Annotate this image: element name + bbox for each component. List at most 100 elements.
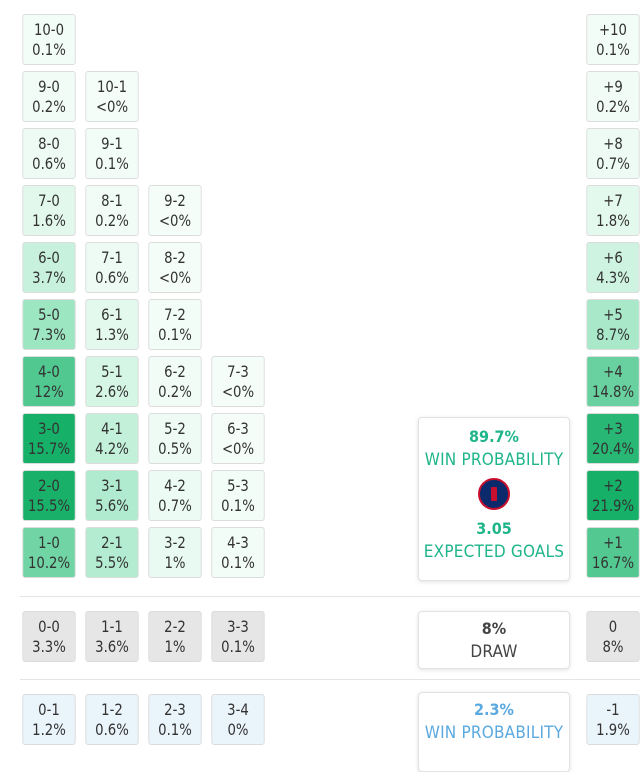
score-label: 5-3 — [227, 475, 249, 495]
score-label: +9 — [603, 76, 623, 96]
score-label: 8-2 — [164, 247, 186, 267]
score-probability: 8.7% — [596, 324, 630, 344]
score-probability: 1% — [164, 636, 186, 656]
loss-margin-cell: -1 1.9% — [586, 694, 640, 745]
score-probability: 0.2% — [32, 96, 66, 116]
scoreline-cell: 8-2 <0% — [148, 242, 202, 293]
score-probability: 1.6% — [32, 210, 66, 230]
loss-scoreline-cell: 0-1 1.2% — [22, 694, 76, 745]
score-probability: 5.6% — [95, 495, 129, 515]
score-label: 9-1 — [101, 133, 123, 153]
scoreline-cell: 10-1 <0% — [85, 71, 139, 122]
score-label: 3-2 — [164, 532, 186, 552]
scoreline-cell: 7-2 0.1% — [148, 299, 202, 350]
score-probability: 0.1% — [158, 719, 192, 739]
score-label: 3-0 — [38, 418, 60, 438]
loss-probability-card: 2.3% WIN PROBABILITY — [418, 692, 570, 772]
goal-margin-cell: +5 8.7% — [586, 299, 640, 350]
score-label: 4-1 — [101, 418, 123, 438]
score-probability: 0.1% — [596, 39, 630, 59]
draw-scoreline-cell: 2-2 1% — [148, 611, 202, 662]
score-label: 9-2 — [164, 190, 186, 210]
score-label: +8 — [603, 133, 623, 153]
scoreline-cell: 5-3 0.1% — [211, 470, 265, 521]
score-label: 1-2 — [101, 699, 123, 719]
score-probability: 2.6% — [95, 381, 129, 401]
score-probability: 3.6% — [95, 636, 129, 656]
score-label: +7 — [603, 190, 623, 210]
scoreline-cell: 9-0 0.2% — [22, 71, 76, 122]
scoreline-cell: 1-0 10.2% — [22, 527, 76, 578]
score-label: 6-1 — [101, 304, 123, 324]
scoreline-cell: 8-1 0.2% — [85, 185, 139, 236]
goal-margin-cell: +4 14.8% — [586, 356, 640, 407]
score-label: 8-1 — [101, 190, 123, 210]
score-label: 8-0 — [38, 133, 60, 153]
score-probability: 1% — [164, 552, 186, 572]
score-probability: 1.2% — [32, 719, 66, 739]
score-label: 1-1 — [101, 616, 123, 636]
score-label: 10-0 — [33, 19, 65, 39]
score-probability: 0.5% — [158, 438, 192, 458]
draw-label: DRAW — [470, 642, 518, 662]
goal-margin-cell: +8 0.7% — [586, 128, 640, 179]
score-probability: 21.9% — [591, 495, 635, 515]
score-label: 7-1 — [101, 247, 123, 267]
score-probability: 0.1% — [221, 552, 255, 572]
score-probability: <0% — [158, 210, 192, 230]
score-label: 5-1 — [101, 361, 123, 381]
score-probability: 1.3% — [95, 324, 129, 344]
scoreline-cell: 6-3 <0% — [211, 413, 265, 464]
score-probability: 7.3% — [32, 324, 66, 344]
score-probability: 14.8% — [591, 381, 635, 401]
score-probability: 0.6% — [95, 267, 129, 287]
scoreline-cell: 10-0 0.1% — [22, 14, 76, 65]
score-probability: 0.7% — [158, 495, 192, 515]
scoreline-cell: 6-1 1.3% — [85, 299, 139, 350]
score-label: 6-3 — [227, 418, 249, 438]
scoreline-cell: 7-3 <0% — [211, 356, 265, 407]
score-probability: 16.7% — [591, 552, 635, 572]
loss-scoreline-cell: 2-3 0.1% — [148, 694, 202, 745]
score-probability: 8% — [602, 636, 624, 656]
score-probability: <0% — [221, 438, 255, 458]
score-label: 6-0 — [38, 247, 60, 267]
goal-margin-cell: +9 0.2% — [586, 71, 640, 122]
score-probability: 20.4% — [591, 438, 635, 458]
score-label: 7-2 — [164, 304, 186, 324]
loss-probability-label: WIN PROBABILITY — [424, 723, 564, 743]
loss-scoreline-cell: 1-2 0.6% — [85, 694, 139, 745]
score-label: 4-2 — [164, 475, 186, 495]
loss-probability-value: 2.3% — [474, 700, 514, 719]
score-probability: 0.1% — [158, 324, 192, 344]
score-label: 10-1 — [96, 76, 128, 96]
score-label: +1 — [603, 532, 623, 552]
goal-margin-cell: +2 21.9% — [586, 470, 640, 521]
score-probability: 0% — [227, 719, 249, 739]
score-probability: 3.7% — [32, 267, 66, 287]
win-probability-card: 89.7% WIN PROBABILITY 3.05 EXPECTED GOAL… — [418, 417, 570, 581]
win-probability-label: WIN PROBABILITY — [424, 450, 564, 470]
score-probability: <0% — [95, 96, 129, 116]
psg-crest-icon — [478, 478, 510, 510]
score-label: 4-0 — [38, 361, 60, 381]
score-probability: 1.8% — [596, 210, 630, 230]
score-label: 0-1 — [38, 699, 60, 719]
score-probability: 0.2% — [596, 96, 630, 116]
scoreline-cell: 5-1 2.6% — [85, 356, 139, 407]
draw-percent: 8% — [481, 619, 507, 638]
score-probability: 0.1% — [221, 636, 255, 656]
scoreline-cell: 6-2 0.2% — [148, 356, 202, 407]
score-probability: 0.6% — [95, 719, 129, 739]
score-probability: 4.2% — [95, 438, 129, 458]
scoreline-cell: 3-2 1% — [148, 527, 202, 578]
score-label: 2-1 — [101, 532, 123, 552]
scoreline-cell: 7-1 0.6% — [85, 242, 139, 293]
expected-goals-label: EXPECTED GOALS — [423, 542, 565, 562]
score-label: +6 — [603, 247, 623, 267]
score-label: 0-0 — [38, 616, 60, 636]
goal-margin-cell: +3 20.4% — [586, 413, 640, 464]
loss-scoreline-cell: 3-4 0% — [211, 694, 265, 745]
score-label: +5 — [603, 304, 623, 324]
scoreline-cell: 3-1 5.6% — [85, 470, 139, 521]
